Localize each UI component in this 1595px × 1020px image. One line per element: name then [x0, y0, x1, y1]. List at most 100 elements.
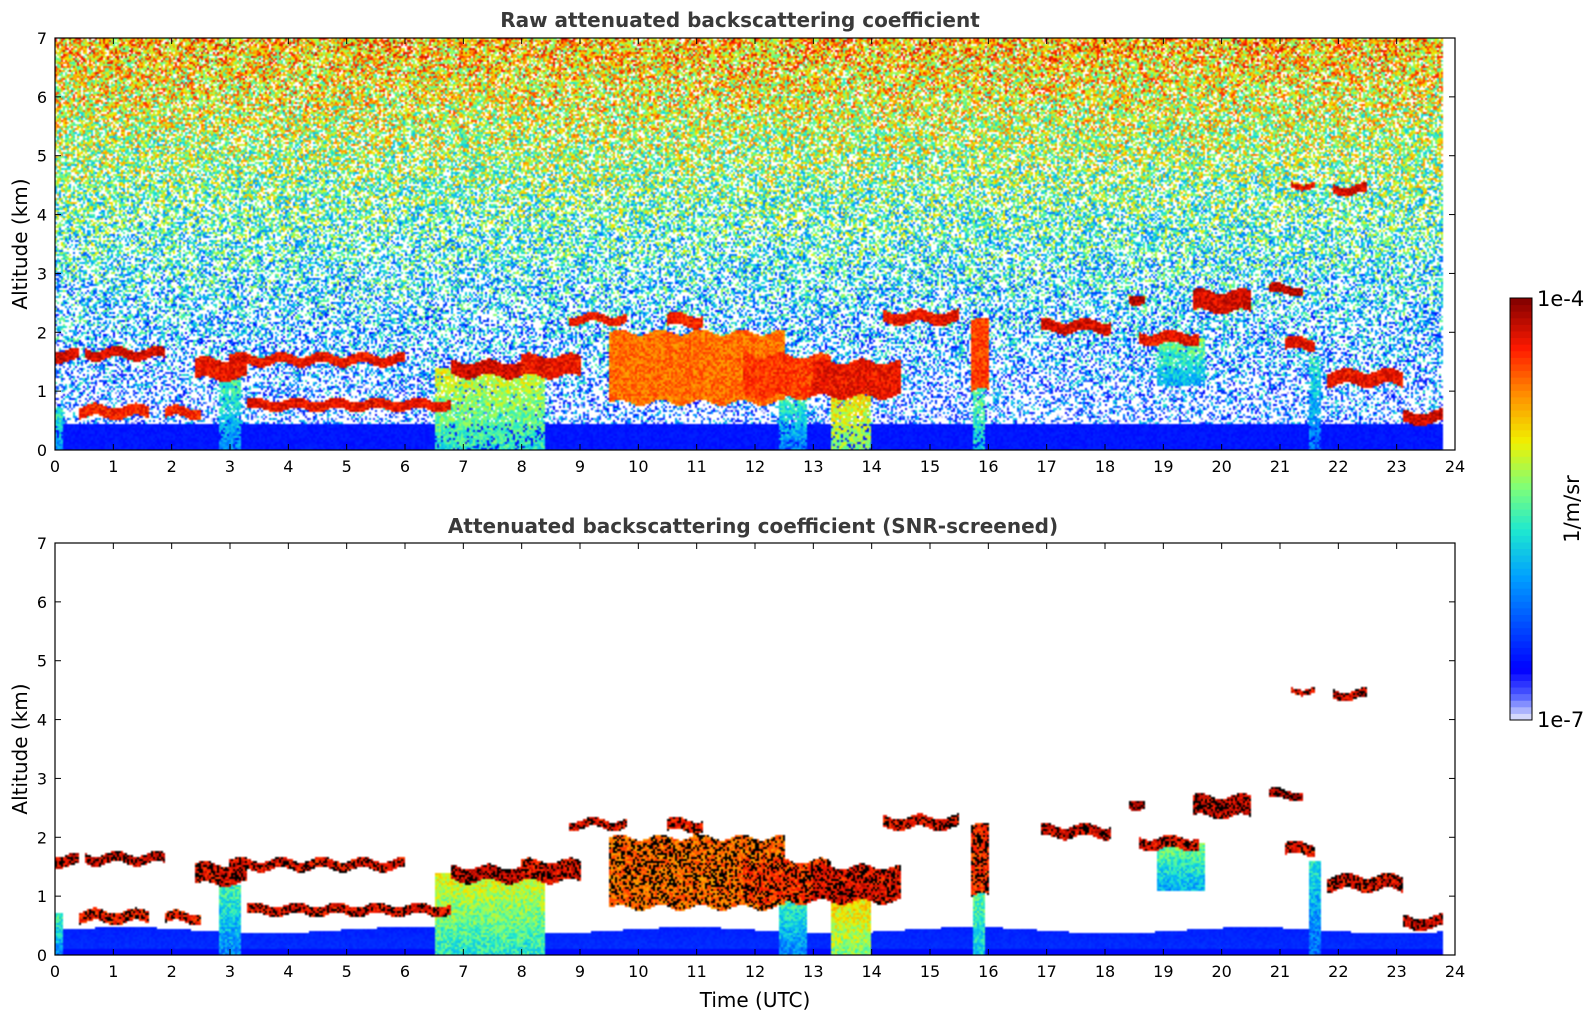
- colorbar-max-label: 1e-4: [1537, 287, 1584, 311]
- top-x-tick-label: 6: [400, 457, 410, 476]
- bottom-x-tick-label: 20: [1211, 962, 1231, 981]
- colorbar-step: [1510, 396, 1532, 404]
- colorbar-step: [1510, 548, 1532, 556]
- bottom-x-tick-label: 16: [978, 962, 998, 981]
- top-x-tick-label: 2: [167, 457, 177, 476]
- colorbar-step: [1510, 555, 1532, 563]
- colorbar-step: [1510, 449, 1532, 457]
- bottom-y-axis-label: Altitude (km): [8, 683, 32, 814]
- colorbar-step: [1510, 495, 1532, 503]
- bottom-panel-title: Attenuated backscattering coefficient (S…: [448, 514, 1058, 538]
- colorbar-step: [1510, 700, 1532, 708]
- top-x-tick-label: 16: [978, 457, 998, 476]
- top-y-tick-label: 3: [37, 264, 47, 283]
- colorbar-step: [1510, 416, 1532, 424]
- top-x-tick-label: 9: [575, 457, 585, 476]
- colorbar-step: [1510, 410, 1532, 418]
- bottom-y-tick-label: 4: [37, 711, 47, 730]
- colorbar-unit-label: 1/m/sr: [1560, 475, 1584, 543]
- top-y-tick-label: 1: [37, 382, 47, 401]
- colorbar-step: [1510, 673, 1532, 681]
- bottom-x-tick-label: 24: [1445, 962, 1465, 981]
- bottom-x-tick-label: 3: [225, 962, 235, 981]
- colorbar-steps: [1509, 297, 1533, 721]
- colorbar-step: [1510, 614, 1532, 622]
- colorbar-step: [1510, 588, 1532, 596]
- colorbar-step: [1510, 601, 1532, 609]
- colorbar-step: [1510, 429, 1532, 437]
- bottom-x-tick-label: 10: [628, 962, 648, 981]
- colorbar-step: [1510, 680, 1532, 688]
- bottom-x-tick-label: 17: [1036, 962, 1056, 981]
- colorbar-step: [1510, 476, 1532, 484]
- snr-screened-panel: Attenuated backscattering coefficient (S…: [8, 514, 1465, 1012]
- colorbar-step: [1510, 469, 1532, 477]
- top-x-tick-label: 22: [1328, 457, 1348, 476]
- colorbar-step: [1510, 383, 1532, 391]
- colorbar-step: [1510, 640, 1532, 648]
- bottom-x-tick-label: 12: [745, 962, 765, 981]
- top-x-tick-label: 17: [1036, 457, 1056, 476]
- top-x-tick-label: 12: [745, 457, 765, 476]
- bottom-x-tick-label: 18: [1095, 962, 1115, 981]
- top-x-tick-label: 23: [1386, 457, 1406, 476]
- colorbar-step: [1510, 377, 1532, 385]
- colorbar-step: [1510, 522, 1532, 530]
- bottom-x-tick-label: 1: [108, 962, 118, 981]
- colorbar-step: [1510, 594, 1532, 602]
- colorbar-step: [1510, 515, 1532, 523]
- top-heatmap-raster: [55, 38, 1455, 450]
- colorbar-step: [1510, 581, 1532, 589]
- bottom-y-tick-label: 2: [37, 828, 47, 847]
- top-x-tick-label: 20: [1211, 457, 1231, 476]
- colorbar-step: [1510, 667, 1532, 675]
- top-x-tick-label: 7: [458, 457, 468, 476]
- bottom-heatmap: [55, 543, 1455, 955]
- bottom-y-tick-label: 6: [37, 593, 47, 612]
- bottom-x-tick-label: 14: [861, 962, 881, 981]
- colorbar-step: [1510, 357, 1532, 365]
- colorbar-step: [1510, 502, 1532, 510]
- colorbar-step: [1510, 317, 1532, 325]
- colorbar-step: [1510, 706, 1532, 714]
- top-x-tick-label: 19: [1153, 457, 1173, 476]
- colorbar-frame: [1509, 297, 1533, 721]
- colorbar-step: [1510, 298, 1532, 306]
- colorbar-step: [1510, 528, 1532, 536]
- top-x-tick-label: 11: [686, 457, 706, 476]
- bottom-x-tick-label: 7: [458, 962, 468, 981]
- colorbar-step: [1510, 311, 1532, 319]
- bottom-x-tick-label: 21: [1270, 962, 1290, 981]
- colorbar-step: [1510, 403, 1532, 411]
- colorbar-step: [1510, 337, 1532, 345]
- colorbar-step: [1510, 462, 1532, 470]
- colorbar-step: [1510, 370, 1532, 378]
- colorbar-step: [1510, 627, 1532, 635]
- colorbar-step: [1510, 350, 1532, 358]
- bottom-x-tick-label: 15: [920, 962, 940, 981]
- colorbar-step: [1510, 509, 1532, 517]
- top-x-tick-label: 3: [225, 457, 235, 476]
- colorbar-step: [1510, 482, 1532, 490]
- top-x-tick-label: 24: [1445, 457, 1465, 476]
- top-x-tick-label: 14: [861, 457, 881, 476]
- bottom-x-tick-label: 23: [1386, 962, 1406, 981]
- raw-backscatter-panel: Raw attenuated backscattering coefficien…: [8, 8, 1465, 476]
- colorbar-min-label: 1e-7: [1537, 708, 1584, 732]
- bottom-x-tick-label: 11: [686, 962, 706, 981]
- colorbar-step: [1510, 541, 1532, 550]
- colorbar-step: [1510, 330, 1532, 339]
- colorbar-step: [1510, 568, 1532, 576]
- colorbar-step: [1510, 436, 1532, 444]
- colorbar-step: [1510, 654, 1532, 662]
- colorbar-step: [1510, 693, 1532, 701]
- bottom-x-tick-label: 8: [517, 962, 527, 981]
- x-axis-label: Time (UTC): [699, 988, 811, 1012]
- colorbar-step: [1510, 489, 1532, 497]
- colorbar: 1e-4 1e-7 1/m/sr: [1509, 287, 1584, 732]
- colorbar-step: [1510, 713, 1532, 721]
- bottom-x-tick-label: 9: [575, 962, 585, 981]
- top-heatmap: [55, 38, 1455, 450]
- top-y-tick-label: 0: [37, 441, 47, 460]
